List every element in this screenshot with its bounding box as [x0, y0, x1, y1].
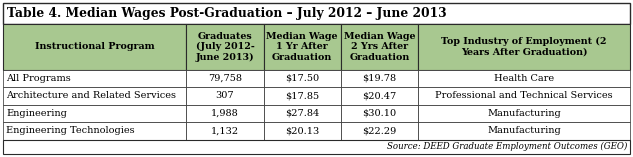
Text: $17.85: $17.85 [285, 92, 319, 100]
Text: All Programs: All Programs [6, 74, 71, 83]
Bar [3, 140, 630, 154]
Text: $17.50: $17.50 [285, 74, 319, 83]
Bar [263, 70, 341, 87]
Bar [418, 122, 630, 140]
Text: 1,988: 1,988 [211, 109, 239, 118]
Text: Instructional Program: Instructional Program [35, 42, 154, 51]
Bar [3, 87, 186, 105]
Text: Table 4. Median Wages Post-Graduation – July 2012 – June 2013: Table 4. Median Wages Post-Graduation – … [7, 7, 447, 20]
Bar [263, 105, 341, 122]
Bar [263, 122, 341, 140]
Text: $27.84: $27.84 [285, 109, 319, 118]
Bar [418, 70, 630, 87]
Bar [3, 70, 186, 87]
Bar [341, 122, 418, 140]
Bar [3, 122, 186, 140]
Bar [341, 24, 418, 70]
Text: Engineering Technologies: Engineering Technologies [6, 126, 135, 135]
Bar [263, 24, 341, 70]
Text: Median Wage
2 Yrs After
Graduation: Median Wage 2 Yrs After Graduation [344, 32, 415, 62]
Text: $20.47: $20.47 [362, 92, 396, 100]
Bar [186, 87, 263, 105]
Bar [341, 105, 418, 122]
Bar [186, 70, 263, 87]
Text: 1,132: 1,132 [211, 126, 239, 135]
Bar [3, 105, 186, 122]
Bar [186, 105, 263, 122]
Bar [418, 24, 630, 70]
Text: Health Care: Health Care [494, 74, 554, 83]
Bar [186, 24, 263, 70]
Text: $22.29: $22.29 [362, 126, 396, 135]
Bar [341, 87, 418, 105]
Bar [263, 87, 341, 105]
Text: Top Industry of Employment (2
Years After Graduation): Top Industry of Employment (2 Years Afte… [441, 37, 607, 57]
Bar [418, 105, 630, 122]
Bar [3, 24, 186, 70]
Text: $19.78: $19.78 [362, 74, 396, 83]
Bar [3, 3, 630, 24]
Text: 307: 307 [216, 92, 234, 100]
Bar [341, 70, 418, 87]
Text: Median Wage
1 Yr After
Graduation: Median Wage 1 Yr After Graduation [266, 32, 338, 62]
Text: Manufacturing: Manufacturing [487, 126, 561, 135]
Text: Professional and Technical Services: Professional and Technical Services [436, 92, 613, 100]
Text: 79,758: 79,758 [208, 74, 242, 83]
Bar [418, 87, 630, 105]
Text: Architecture and Related Services: Architecture and Related Services [6, 92, 176, 100]
Text: Graduates
(July 2012-
June 2013): Graduates (July 2012- June 2013) [196, 32, 254, 62]
Text: $20.13: $20.13 [285, 126, 319, 135]
Text: Source: DEED Graduate Employment Outcomes (GEO): Source: DEED Graduate Employment Outcome… [387, 142, 627, 151]
Bar [186, 122, 263, 140]
Text: Engineering: Engineering [6, 109, 67, 118]
Text: $30.10: $30.10 [362, 109, 396, 118]
Text: Manufacturing: Manufacturing [487, 109, 561, 118]
